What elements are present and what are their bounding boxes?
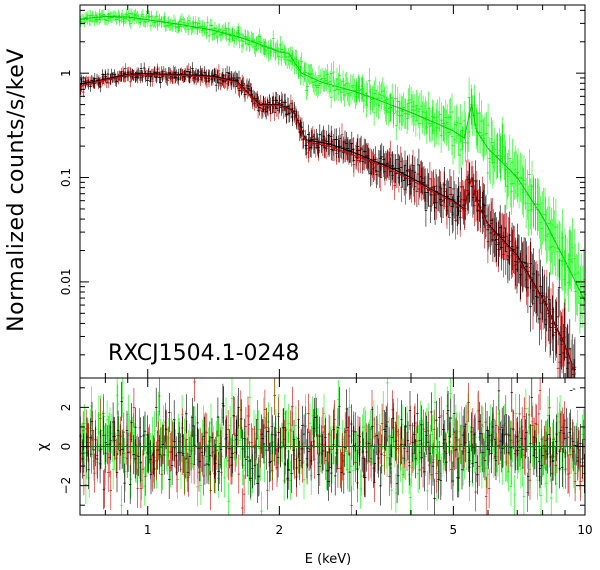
y-tick-label: 2	[59, 404, 73, 412]
x-axis-label: E (keV)	[305, 552, 351, 567]
y-tick-label: 0.1	[59, 168, 73, 187]
spectrum-panel: 0.01 0.1 1	[59, 4, 587, 392]
x-tick-label: 2	[276, 523, 284, 537]
y-tick-label: −2	[59, 477, 73, 495]
y-tick-label: 1	[59, 69, 73, 77]
residual-y-axis-label: χ	[35, 443, 51, 451]
spectrum-frame	[79, 4, 586, 379]
x-tick-label: 5	[450, 523, 458, 537]
y-tick-label: 0.01	[59, 269, 73, 296]
series-red-model-line	[79, 74, 576, 375]
series-black-model-line	[79, 73, 576, 375]
series-green-points	[79, 8, 587, 334]
x-tick-label: 1	[144, 523, 152, 537]
source-annotation: RXCJ1504.1-0248	[108, 341, 300, 366]
residual-black-points	[79, 378, 586, 515]
series-green-model-line	[79, 15, 586, 302]
series-red-points	[79, 63, 577, 379]
y-tick-label: 0	[59, 443, 73, 451]
residual-red-points	[79, 378, 585, 515]
spectrum-y-axis-label: Normalized counts/s/keV	[4, 48, 29, 332]
x-tick-label: 10	[577, 523, 592, 537]
residual-panel: 1 2 5 10 −2 0 2	[59, 377, 593, 537]
